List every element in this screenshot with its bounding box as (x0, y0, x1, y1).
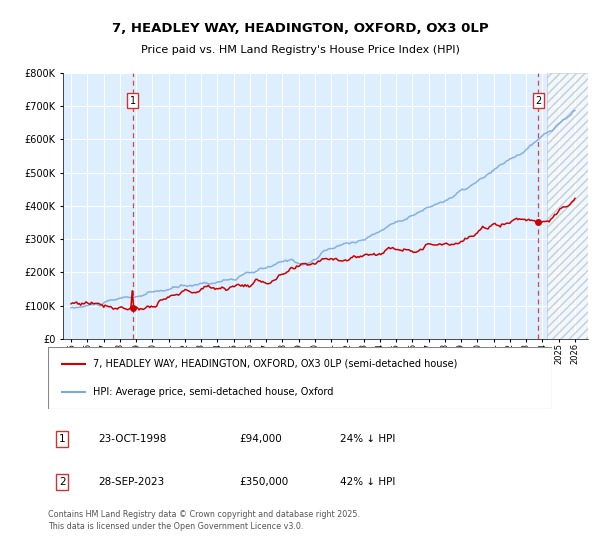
Text: 24% ↓ HPI: 24% ↓ HPI (340, 435, 395, 444)
Text: 28-SEP-2023: 28-SEP-2023 (98, 477, 164, 487)
Text: HPI: Average price, semi-detached house, Oxford: HPI: Average price, semi-detached house,… (94, 387, 334, 397)
FancyBboxPatch shape (48, 347, 552, 409)
Bar (547, 73, 588, 339)
Text: 1: 1 (59, 435, 65, 444)
Text: Contains HM Land Registry data © Crown copyright and database right 2025.
This d: Contains HM Land Registry data © Crown c… (48, 510, 360, 531)
Text: 42% ↓ HPI: 42% ↓ HPI (340, 477, 395, 487)
Text: Price paid vs. HM Land Registry's House Price Index (HPI): Price paid vs. HM Land Registry's House … (140, 45, 460, 55)
Text: 2: 2 (535, 96, 541, 106)
Text: 7, HEADLEY WAY, HEADINGTON, OXFORD, OX3 0LP (semi-detached house): 7, HEADLEY WAY, HEADINGTON, OXFORD, OX3 … (94, 359, 458, 369)
Text: 1: 1 (130, 96, 136, 106)
Text: 2: 2 (59, 477, 65, 487)
Text: 7, HEADLEY WAY, HEADINGTON, OXFORD, OX3 0LP: 7, HEADLEY WAY, HEADINGTON, OXFORD, OX3 … (112, 21, 488, 35)
Text: £94,000: £94,000 (239, 435, 282, 444)
Text: £350,000: £350,000 (239, 477, 289, 487)
Text: 23-OCT-1998: 23-OCT-1998 (98, 435, 167, 444)
